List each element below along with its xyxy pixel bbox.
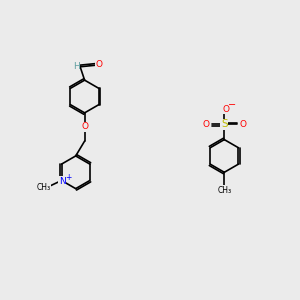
Text: CH₃: CH₃ — [37, 182, 51, 191]
Text: O: O — [222, 105, 229, 114]
Text: O: O — [239, 120, 246, 129]
Text: CH₃: CH₃ — [217, 186, 231, 195]
Text: S: S — [221, 119, 228, 129]
Text: O: O — [202, 120, 209, 129]
Text: O: O — [81, 122, 88, 131]
Text: H: H — [73, 62, 80, 71]
Text: +: + — [65, 173, 71, 182]
Text: O: O — [95, 60, 102, 69]
Text: N: N — [59, 177, 65, 186]
Text: −: − — [228, 100, 236, 110]
